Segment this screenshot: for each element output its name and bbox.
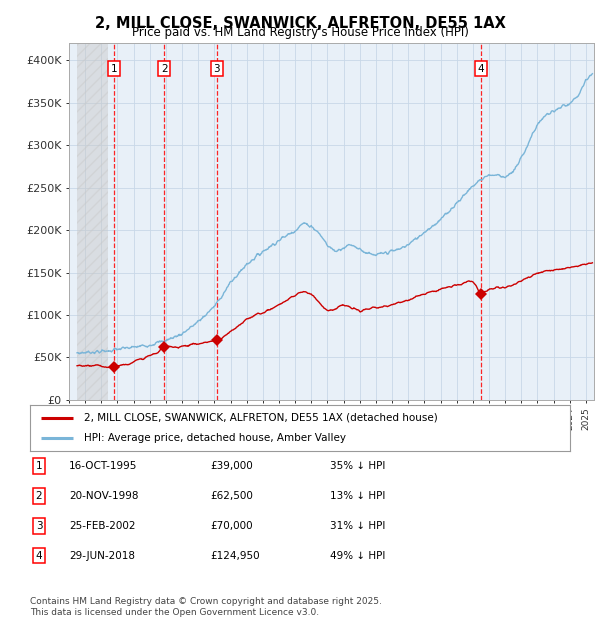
Text: 4: 4 <box>478 64 484 74</box>
Text: 3: 3 <box>35 521 43 531</box>
Text: 2: 2 <box>161 64 167 74</box>
Bar <box>77 43 108 400</box>
Text: 4: 4 <box>35 551 43 560</box>
Text: 2, MILL CLOSE, SWANWICK, ALFRETON, DE55 1AX: 2, MILL CLOSE, SWANWICK, ALFRETON, DE55 … <box>95 16 505 30</box>
Text: Contains HM Land Registry data © Crown copyright and database right 2025.
This d: Contains HM Land Registry data © Crown c… <box>30 598 382 617</box>
Text: HPI: Average price, detached house, Amber Valley: HPI: Average price, detached house, Ambe… <box>84 433 346 443</box>
Text: £62,500: £62,500 <box>210 491 253 501</box>
Text: 2, MILL CLOSE, SWANWICK, ALFRETON, DE55 1AX (detached house): 2, MILL CLOSE, SWANWICK, ALFRETON, DE55 … <box>84 413 438 423</box>
Text: £124,950: £124,950 <box>210 551 260 560</box>
Text: 13% ↓ HPI: 13% ↓ HPI <box>330 491 385 501</box>
Text: £39,000: £39,000 <box>210 461 253 471</box>
Text: 20-NOV-1998: 20-NOV-1998 <box>69 491 139 501</box>
Text: 3: 3 <box>214 64 220 74</box>
Text: 1: 1 <box>111 64 118 74</box>
Text: Price paid vs. HM Land Registry's House Price Index (HPI): Price paid vs. HM Land Registry's House … <box>131 26 469 39</box>
Text: 16-OCT-1995: 16-OCT-1995 <box>69 461 137 471</box>
Text: 29-JUN-2018: 29-JUN-2018 <box>69 551 135 560</box>
Text: 1: 1 <box>35 461 43 471</box>
Text: 2: 2 <box>35 491 43 501</box>
Text: 31% ↓ HPI: 31% ↓ HPI <box>330 521 385 531</box>
Text: £70,000: £70,000 <box>210 521 253 531</box>
Text: 49% ↓ HPI: 49% ↓ HPI <box>330 551 385 560</box>
Text: 35% ↓ HPI: 35% ↓ HPI <box>330 461 385 471</box>
Text: 25-FEB-2002: 25-FEB-2002 <box>69 521 136 531</box>
